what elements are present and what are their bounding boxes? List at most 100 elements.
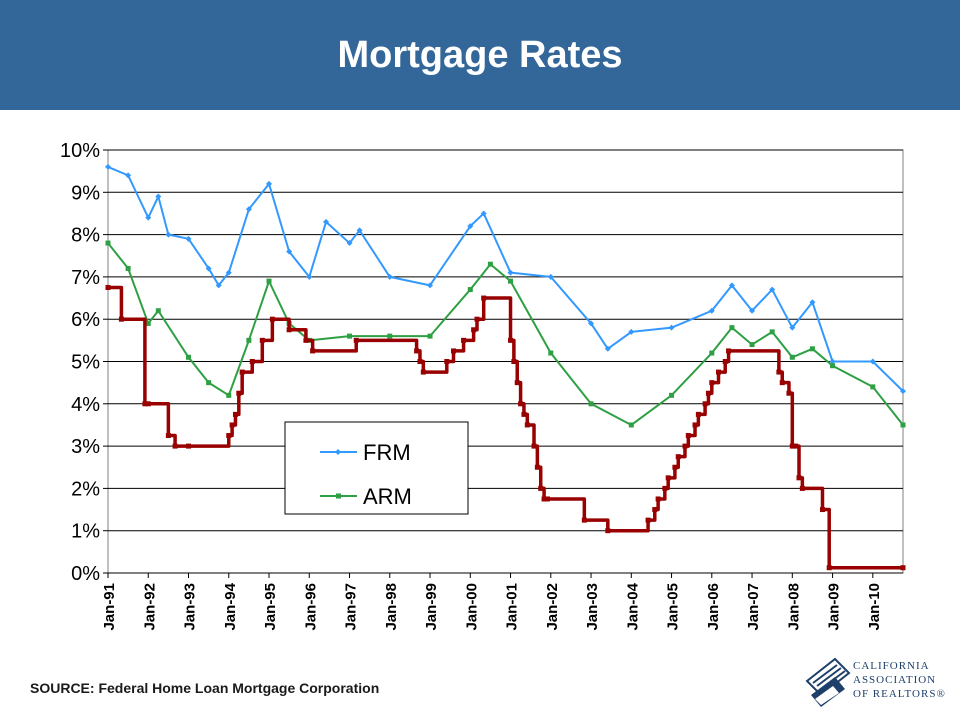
data-point <box>303 337 309 343</box>
x-tick-label: Jan-06 <box>705 583 722 631</box>
car-logo: CALIFORNIA ASSOCIATION OF REALTORS® <box>805 655 955 715</box>
data-point <box>749 307 756 314</box>
data-point <box>702 401 708 407</box>
data-point <box>829 358 836 365</box>
data-point <box>186 443 192 449</box>
x-tick-label: Jan-98 <box>383 583 400 631</box>
y-tick-label: 1% <box>71 521 100 543</box>
data-point <box>722 359 728 364</box>
data-point <box>266 180 273 187</box>
data-point <box>487 261 493 267</box>
data-point <box>474 316 480 322</box>
data-point <box>145 401 151 407</box>
x-tick-label: Jan-96 <box>302 583 319 631</box>
data-point <box>819 507 825 513</box>
mortgage-rates-chart: 0% 1% 2% 3% 4% 5% 6% 7% 8% 9% 10% Jan-91 Jan-92 Jan-9… <box>60 140 906 631</box>
x-tick-label: Jan-94 <box>222 582 239 630</box>
y-tick-label: 5% <box>71 352 100 374</box>
data-point <box>531 443 537 449</box>
data-point <box>236 390 242 396</box>
data-point <box>779 380 785 386</box>
data-point <box>232 411 238 417</box>
data-point <box>511 359 517 364</box>
x-tick-label: Jan-93 <box>182 583 199 631</box>
data-point <box>206 380 212 386</box>
data-point <box>461 337 467 343</box>
data-point <box>826 565 832 571</box>
data-point <box>205 265 212 272</box>
data-point <box>417 359 423 364</box>
data-point <box>155 308 161 314</box>
data-point <box>346 240 353 247</box>
data-point <box>185 235 192 242</box>
data-point <box>165 433 171 439</box>
data-point <box>444 359 450 364</box>
data-point <box>668 324 675 331</box>
data-point <box>508 278 514 284</box>
data-point <box>356 227 363 234</box>
x-tick-label: Jan-02 <box>544 583 561 631</box>
data-point <box>481 295 487 301</box>
data-point <box>165 231 172 238</box>
data-point <box>869 358 876 365</box>
data-point <box>471 327 477 333</box>
x-tick-label: Jan-10 <box>866 583 883 631</box>
data-point <box>451 348 457 354</box>
x-tick-label: Jan-08 <box>785 583 802 631</box>
data-point <box>588 401 594 407</box>
data-point <box>789 354 795 360</box>
data-point <box>414 348 420 354</box>
page-title: Mortgage Rates <box>337 33 623 76</box>
data-point <box>118 316 124 322</box>
x-tick-label: Jan-07 <box>745 583 762 631</box>
logo-line: OF REALTORS® <box>853 688 946 700</box>
data-point <box>605 528 611 534</box>
data-point <box>749 342 755 348</box>
logo-line: CALIFORNIA <box>853 660 930 672</box>
x-tick-label: Jan-05 <box>665 583 682 631</box>
data-point <box>544 496 550 502</box>
data-point <box>776 369 782 375</box>
data-point <box>665 475 671 481</box>
data-point <box>682 443 688 449</box>
x-tick-label: Jan-00 <box>463 583 480 631</box>
data-point <box>142 401 148 407</box>
data-point <box>695 411 701 417</box>
data-point <box>548 350 554 356</box>
data-point <box>588 320 595 327</box>
data-point <box>286 248 293 255</box>
data-point <box>420 369 426 375</box>
data-point <box>581 517 587 523</box>
data-point <box>900 388 906 395</box>
car-logo-text: CALIFORNIA ASSOCIATION OF REALTORS® <box>853 659 955 701</box>
data-point <box>534 464 540 470</box>
legend-label-arm: ARM <box>363 484 412 509</box>
data-point <box>225 269 232 276</box>
data-point <box>347 333 353 339</box>
data-point <box>125 265 131 271</box>
data-point <box>259 337 265 343</box>
data-point <box>427 333 433 339</box>
data-point <box>229 422 235 428</box>
data-point <box>269 316 275 322</box>
data-point <box>675 454 681 460</box>
data-point <box>246 337 252 343</box>
data-point <box>645 517 651 523</box>
data-point <box>186 354 192 360</box>
data-point <box>726 348 732 354</box>
x-tick-label: Jan-01 <box>504 583 521 631</box>
data-point <box>145 214 152 221</box>
data-point <box>900 565 906 571</box>
x-tick-label: Jan-99 <box>423 583 440 631</box>
data-point <box>789 443 795 449</box>
data-point <box>310 348 316 354</box>
y-tick-label: 4% <box>71 394 100 416</box>
data-point <box>286 327 292 333</box>
title-banner: Mortgage Rates <box>0 0 960 110</box>
y-tick-label: 7% <box>71 267 100 289</box>
data-point <box>769 329 775 335</box>
data-point <box>709 350 715 356</box>
data-point <box>708 307 715 314</box>
data-point <box>728 282 735 289</box>
x-tick-label: Jan-09 <box>826 583 843 631</box>
